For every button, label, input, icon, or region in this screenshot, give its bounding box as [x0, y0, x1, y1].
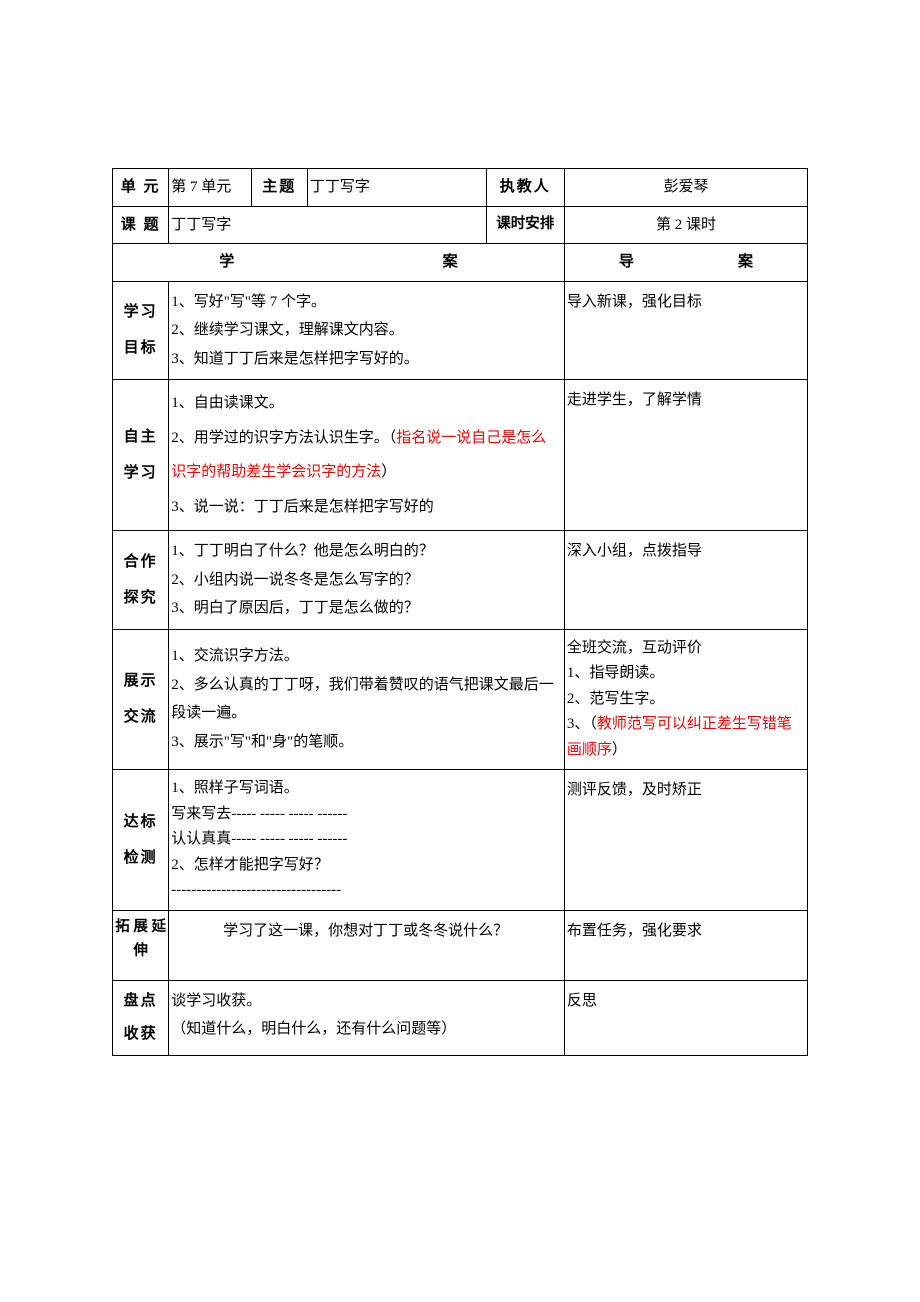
review-row: 盘点 收获 谈学习收获。 （知道什么，明白什么，还有什么问题等） 反思	[113, 980, 808, 1055]
show-row: 展示 交流 1、交流识字方法。 2、多么认真的丁丁呀，我们带着赞叹的语气把课文最…	[113, 629, 808, 770]
teacher-label: 执教人	[486, 169, 564, 207]
review-content: 谈学习收获。 （知道什么，明白什么，还有什么问题等）	[169, 980, 565, 1055]
teacher-value: 彭爱琴	[564, 169, 807, 207]
test-guide: 测评反馈，及时矫正	[564, 770, 807, 911]
section-header-row: 学 案 导 案	[113, 244, 808, 282]
header-row-1: 单 元 第 7 单元 主题 丁丁写字 执教人 彭爱琴	[113, 169, 808, 207]
test-content: 1、照样子写词语。 写来写去----- ----- ----- ------ 认…	[169, 770, 565, 911]
show-content: 1、交流识字方法。 2、多么认真的丁丁呀，我们带着赞叹的语气把课文最后一段读一遍…	[169, 629, 565, 770]
extend-content: 学习了这一课，你想对丁丁或冬冬说什么？	[169, 910, 565, 980]
self-guide: 走进学生，了解学情	[564, 380, 807, 531]
test-label: 达标 检测	[113, 770, 169, 911]
schedule-value: 第 2 课时	[564, 206, 807, 244]
goals-guide: 导入新课，强化目标	[564, 281, 807, 380]
extend-guide: 布置任务，强化要求	[564, 910, 807, 980]
review-guide: 反思	[564, 980, 807, 1055]
show-label: 展示 交流	[113, 629, 169, 770]
self-label: 自主 学习	[113, 380, 169, 531]
show-guide: 全班交流，互动评价 1、指导朗读。 2、范写生字。 3、（教师范写可以纠正差生写…	[564, 629, 807, 770]
daoan-header: 导 案	[564, 244, 807, 282]
extend-label: 拓 展 延伸	[113, 910, 169, 980]
xue-char: 学	[219, 248, 234, 277]
schedule-label: 课时安排	[486, 206, 564, 244]
header-row-2: 课 题 丁丁写字 课时安排 第 2 课时	[113, 206, 808, 244]
xuean-header: 学 案	[113, 244, 565, 282]
goals-content: 1、写好"写"等 7 个字。 2、继续学习课文，理解课文内容。 3、知道丁丁后来…	[169, 281, 565, 380]
self-content: 1、自由读课文。 2、用学过的识字方法认识生字。（指名说一说自己是怎么识字的帮助…	[169, 380, 565, 531]
show-red-text: 教师范写可以纠正差生写错笔画顺序	[567, 716, 792, 758]
lesson-label: 课 题	[113, 206, 169, 244]
goals-label: 学习 目标	[113, 281, 169, 380]
dao-char: 导	[619, 248, 634, 277]
unit-label: 单 元	[113, 169, 169, 207]
review-label: 盘点 收获	[113, 980, 169, 1055]
coop-row: 合作 探究 1、丁丁明白了什么？他是怎么明白的？ 2、小组内说一说冬冬是怎么写字…	[113, 531, 808, 630]
topic-label: 主题	[251, 169, 307, 207]
lesson-value: 丁丁写字	[169, 206, 486, 244]
page-container: 单 元 第 7 单元 主题 丁丁写字 执教人 彭爱琴 课 题 丁丁写字 课时安排…	[0, 0, 920, 1302]
goals-row: 学习 目标 1、写好"写"等 7 个字。 2、继续学习课文，理解课文内容。 3、…	[113, 281, 808, 380]
coop-label: 合作 探究	[113, 531, 169, 630]
self-row: 自主 学习 1、自由读课文。 2、用学过的识字方法认识生字。（指名说一说自己是怎…	[113, 380, 808, 531]
test-row: 达标 检测 1、照样子写词语。 写来写去----- ----- ----- --…	[113, 770, 808, 911]
unit-value: 第 7 单元	[169, 169, 251, 207]
coop-content: 1、丁丁明白了什么？他是怎么明白的？ 2、小组内说一说冬冬是怎么写字的？ 3、明…	[169, 531, 565, 630]
lesson-plan-table: 单 元 第 7 单元 主题 丁丁写字 执教人 彭爱琴 课 题 丁丁写字 课时安排…	[112, 168, 808, 1056]
extend-row: 拓 展 延伸 学习了这一课，你想对丁丁或冬冬说什么？ 布置任务，强化要求	[113, 910, 808, 980]
coop-guide: 深入小组，点拨指导	[564, 531, 807, 630]
an-right-char: 案	[738, 248, 753, 277]
topic-value: 丁丁写字	[307, 169, 486, 207]
an-left-char: 案	[443, 248, 458, 277]
